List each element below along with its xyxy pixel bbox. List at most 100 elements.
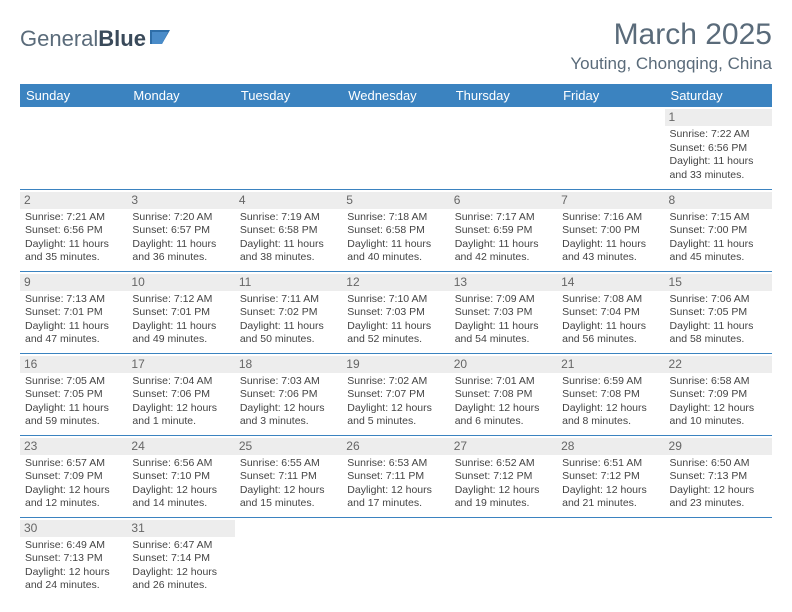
- daylight-line: Daylight: 12 hours and 19 minutes.: [455, 484, 552, 511]
- weekday-header: Saturday: [665, 84, 772, 107]
- daylight-line: Daylight: 11 hours and 58 minutes.: [670, 320, 767, 347]
- daylight-line: Daylight: 12 hours and 3 minutes.: [240, 402, 337, 429]
- calendar-cell: 16Sunrise: 7:05 AMSunset: 7:05 PMDayligh…: [20, 353, 127, 435]
- sunrise-line: Sunrise: 7:06 AM: [670, 293, 767, 306]
- calendar-cell: 25Sunrise: 6:55 AMSunset: 7:11 PMDayligh…: [235, 435, 342, 517]
- calendar-cell: 23Sunrise: 6:57 AMSunset: 7:09 PMDayligh…: [20, 435, 127, 517]
- location-label: Youting, Chongqing, China: [570, 54, 772, 74]
- title-block: March 2025 Youting, Chongqing, China: [570, 18, 772, 74]
- daylight-line: Daylight: 12 hours and 23 minutes.: [670, 484, 767, 511]
- sunset-line: Sunset: 7:06 PM: [240, 388, 337, 401]
- sunrise-line: Sunrise: 6:57 AM: [25, 457, 122, 470]
- sunrise-line: Sunrise: 7:08 AM: [562, 293, 659, 306]
- sunrise-line: Sunrise: 7:04 AM: [132, 375, 229, 388]
- sunrise-line: Sunrise: 7:16 AM: [562, 211, 659, 224]
- calendar-cell: 31 Sunrise: 6:47 AMSunset: 7:14 PMDayligh…: [127, 517, 234, 599]
- logo-text-2: Blue: [98, 26, 146, 52]
- day-number: 22: [665, 356, 772, 373]
- sunset-line: Sunset: 7:14 PM: [132, 552, 229, 565]
- calendar-cell: 30 Sunrise: 6:49 AMSunset: 7:13 PMDayligh…: [20, 517, 127, 599]
- daylight-line: Daylight: 11 hours and 45 minutes.: [670, 238, 767, 265]
- daylight-line: Daylight: 12 hours and 5 minutes.: [347, 402, 444, 429]
- flag-icon: [150, 26, 176, 52]
- sunset-line: Sunset: 7:07 PM: [347, 388, 444, 401]
- sunrise-line: Sunrise: 7:12 AM: [132, 293, 229, 306]
- sunrise-line: Sunrise: 7:02 AM: [347, 375, 444, 388]
- daylight-line: Daylight: 12 hours and 8 minutes.: [562, 402, 659, 429]
- sunrise-line: Sunrise: 6:51 AM: [562, 457, 659, 470]
- header: GeneralBlue March 2025 Youting, Chongqin…: [20, 18, 772, 74]
- daylight-line: Daylight: 12 hours and 12 minutes.: [25, 484, 122, 511]
- calendar-cell: [342, 107, 449, 189]
- calendar-cell: 15Sunrise: 7:06 AMSunset: 7:05 PMDayligh…: [665, 271, 772, 353]
- sunset-line: Sunset: 7:08 PM: [562, 388, 659, 401]
- daylight-line: Daylight: 12 hours and 1 minute.: [132, 402, 229, 429]
- sunset-line: Sunset: 7:11 PM: [240, 470, 337, 483]
- day-number: 31: [127, 520, 234, 537]
- daylight-line: Daylight: 12 hours and 26 minutes.: [132, 566, 229, 593]
- day-number: 2: [20, 192, 127, 209]
- calendar-cell: 11Sunrise: 7:11 AMSunset: 7:02 PMDayligh…: [235, 271, 342, 353]
- sunset-line: Sunset: 7:00 PM: [670, 224, 767, 237]
- day-number: 14: [557, 274, 664, 291]
- calendar-week: 23Sunrise: 6:57 AMSunset: 7:09 PMDayligh…: [20, 435, 772, 517]
- daylight-line: Daylight: 11 hours and 59 minutes.: [25, 402, 122, 429]
- sunset-line: Sunset: 7:10 PM: [132, 470, 229, 483]
- calendar-cell: 4Sunrise: 7:19 AMSunset: 6:58 PMDaylight…: [235, 189, 342, 271]
- sunrise-line: Sunrise: 6:56 AM: [132, 457, 229, 470]
- calendar-week: 2Sunrise: 7:21 AMSunset: 6:56 PMDaylight…: [20, 189, 772, 271]
- sunset-line: Sunset: 7:05 PM: [25, 388, 122, 401]
- day-number: 11: [235, 274, 342, 291]
- sunrise-line: Sunrise: 7:03 AM: [240, 375, 337, 388]
- calendar-cell: 13Sunrise: 7:09 AMSunset: 7:03 PMDayligh…: [450, 271, 557, 353]
- daylight-line: Daylight: 12 hours and 14 minutes.: [132, 484, 229, 511]
- day-number: 17: [127, 356, 234, 373]
- calendar-week: 9Sunrise: 7:13 AMSunset: 7:01 PMDaylight…: [20, 271, 772, 353]
- daylight-line: Daylight: 12 hours and 6 minutes.: [455, 402, 552, 429]
- daylight-line: Daylight: 11 hours and 43 minutes.: [562, 238, 659, 265]
- daylight-line: Daylight: 11 hours and 38 minutes.: [240, 238, 337, 265]
- sunrise-line: Sunrise: 6:47 AM: [132, 539, 229, 552]
- day-number: 30: [20, 520, 127, 537]
- sunrise-line: Sunrise: 7:19 AM: [240, 211, 337, 224]
- calendar-cell: 1Sunrise: 7:22 AMSunset: 6:56 PMDaylight…: [665, 107, 772, 189]
- daylight-line: Daylight: 11 hours and 56 minutes.: [562, 320, 659, 347]
- sunrise-line: Sunrise: 7:09 AM: [455, 293, 552, 306]
- sunset-line: Sunset: 7:13 PM: [25, 552, 122, 565]
- sunset-line: Sunset: 6:56 PM: [670, 142, 767, 155]
- sunset-line: Sunset: 7:12 PM: [562, 470, 659, 483]
- day-number: 23: [20, 438, 127, 455]
- daylight-line: Daylight: 12 hours and 17 minutes.: [347, 484, 444, 511]
- weekday-header: Friday: [557, 84, 664, 107]
- daylight-line: Daylight: 11 hours and 35 minutes.: [25, 238, 122, 265]
- daylight-line: Daylight: 12 hours and 24 minutes.: [25, 566, 122, 593]
- sunrise-line: Sunrise: 7:18 AM: [347, 211, 444, 224]
- sunrise-line: Sunrise: 6:49 AM: [25, 539, 122, 552]
- calendar-body: 1Sunrise: 7:22 AMSunset: 6:56 PMDaylight…: [20, 107, 772, 599]
- calendar-cell: 12Sunrise: 7:10 AMSunset: 7:03 PMDayligh…: [342, 271, 449, 353]
- sunrise-line: Sunrise: 7:11 AM: [240, 293, 337, 306]
- sunset-line: Sunset: 7:05 PM: [670, 306, 767, 319]
- sunset-line: Sunset: 6:56 PM: [25, 224, 122, 237]
- weekday-header: Thursday: [450, 84, 557, 107]
- calendar-cell: [342, 517, 449, 599]
- sunrise-line: Sunrise: 6:55 AM: [240, 457, 337, 470]
- calendar-cell: 7Sunrise: 7:16 AMSunset: 7:00 PMDaylight…: [557, 189, 664, 271]
- day-number: 1: [665, 109, 772, 126]
- day-number: 20: [450, 356, 557, 373]
- calendar-cell: [235, 107, 342, 189]
- sunset-line: Sunset: 7:04 PM: [562, 306, 659, 319]
- daylight-line: Daylight: 12 hours and 15 minutes.: [240, 484, 337, 511]
- day-number: 10: [127, 274, 234, 291]
- sunset-line: Sunset: 6:57 PM: [132, 224, 229, 237]
- sunrise-line: Sunrise: 6:50 AM: [670, 457, 767, 470]
- calendar-cell: 2Sunrise: 7:21 AMSunset: 6:56 PMDaylight…: [20, 189, 127, 271]
- sunset-line: Sunset: 7:01 PM: [25, 306, 122, 319]
- daylight-line: Daylight: 11 hours and 47 minutes.: [25, 320, 122, 347]
- sunset-line: Sunset: 7:12 PM: [455, 470, 552, 483]
- day-number: 16: [20, 356, 127, 373]
- daylight-line: Daylight: 12 hours and 10 minutes.: [670, 402, 767, 429]
- daylight-line: Daylight: 12 hours and 21 minutes.: [562, 484, 659, 511]
- sunset-line: Sunset: 7:09 PM: [670, 388, 767, 401]
- sunrise-line: Sunrise: 6:58 AM: [670, 375, 767, 388]
